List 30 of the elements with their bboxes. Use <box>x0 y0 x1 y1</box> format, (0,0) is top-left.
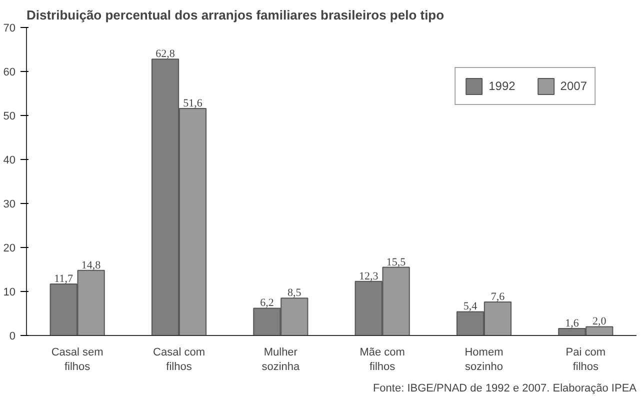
data-label: 62,8 <box>156 48 176 60</box>
data-label: 2,0 <box>592 316 607 328</box>
data-label: 14,8 <box>81 259 102 272</box>
data-label: 7,6 <box>490 291 506 304</box>
data-label: 5,4 <box>463 300 478 313</box>
data-label: 51,6 <box>183 97 203 110</box>
y-tick-label: 30 <box>3 198 16 210</box>
legend-label: 2007 <box>560 79 587 93</box>
data-label: 1,6 <box>565 317 580 330</box>
y-tick-label: 60 <box>3 66 16 78</box>
x-tick-label: Casal sem filhos <box>51 346 104 373</box>
x-tick-label: Homem sozinho <box>464 346 504 373</box>
y-tick-label: 40 <box>3 154 16 166</box>
y-tick-label: 50 <box>3 110 16 122</box>
source-note: Fonte: IBGE/PNAD de 1992 e 2007. Elaboração IPEA <box>372 382 638 394</box>
data-label: 6,2 <box>260 297 274 310</box>
data-label: 15,5 <box>386 256 406 268</box>
y-tick-label: 0 <box>9 330 16 342</box>
data-label: 12,3 <box>358 270 379 282</box>
chart-title: Distribuição percentual dos arranjos familiares brasileiros pelo tipo <box>26 8 444 22</box>
x-tick-label: Pai com filhos <box>566 346 606 373</box>
x-tick-label: Mulher sozinha <box>262 346 301 373</box>
y-tick-label: 20 <box>3 242 16 254</box>
y-tick-label: 10 <box>3 286 16 298</box>
data-label: 8,5 <box>288 287 302 300</box>
y-tick-label: 70 <box>3 22 16 34</box>
data-label: 11,7 <box>54 273 74 286</box>
x-tick-label: Casal com filhos <box>153 346 205 373</box>
legend-label: 1992 <box>488 79 516 93</box>
x-tick-label: Mãe com filhos <box>360 346 405 373</box>
